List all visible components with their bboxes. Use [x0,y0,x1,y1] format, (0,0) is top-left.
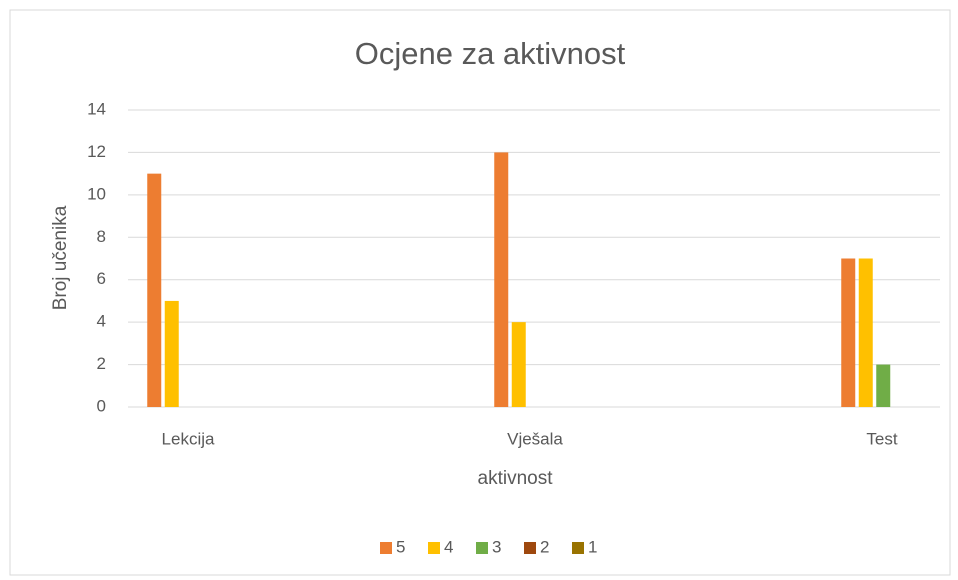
chart-border [9,9,951,576]
y-tick-label: 12 [87,142,106,161]
x-tick-label: Vješala [507,429,563,448]
y-tick-label: 8 [97,227,106,246]
bar [147,173,162,407]
legend-label: 2 [540,537,549,556]
x-tick-label: Lekcija [162,429,215,448]
legend-swatch [524,542,536,554]
legend-swatch [380,542,392,554]
x-tick-label: Test [866,429,897,448]
bar [858,258,873,407]
bar [164,300,179,407]
y-axis-title: Broj učenika [50,205,71,310]
bar [876,364,891,407]
y-tick-label: 0 [97,396,106,415]
legend-label: 3 [492,537,501,556]
y-tick-label: 2 [97,354,106,373]
x-axis-title: aktivnost [478,468,554,489]
bar [494,152,509,407]
legend-label: 5 [396,537,405,556]
legend-label: 1 [588,537,597,556]
legend-swatch [476,542,488,554]
y-tick-label: 6 [97,269,106,288]
legend-label: 4 [444,537,453,556]
y-tick-label: 14 [87,99,106,118]
legend-swatch [572,542,584,554]
y-tick-label: 4 [97,312,106,331]
bar [511,322,526,407]
bar [841,258,856,407]
chart-title: Ocjene za aktivnost [355,36,626,71]
legend-swatch [428,542,440,554]
y-tick-label: 10 [87,184,106,203]
